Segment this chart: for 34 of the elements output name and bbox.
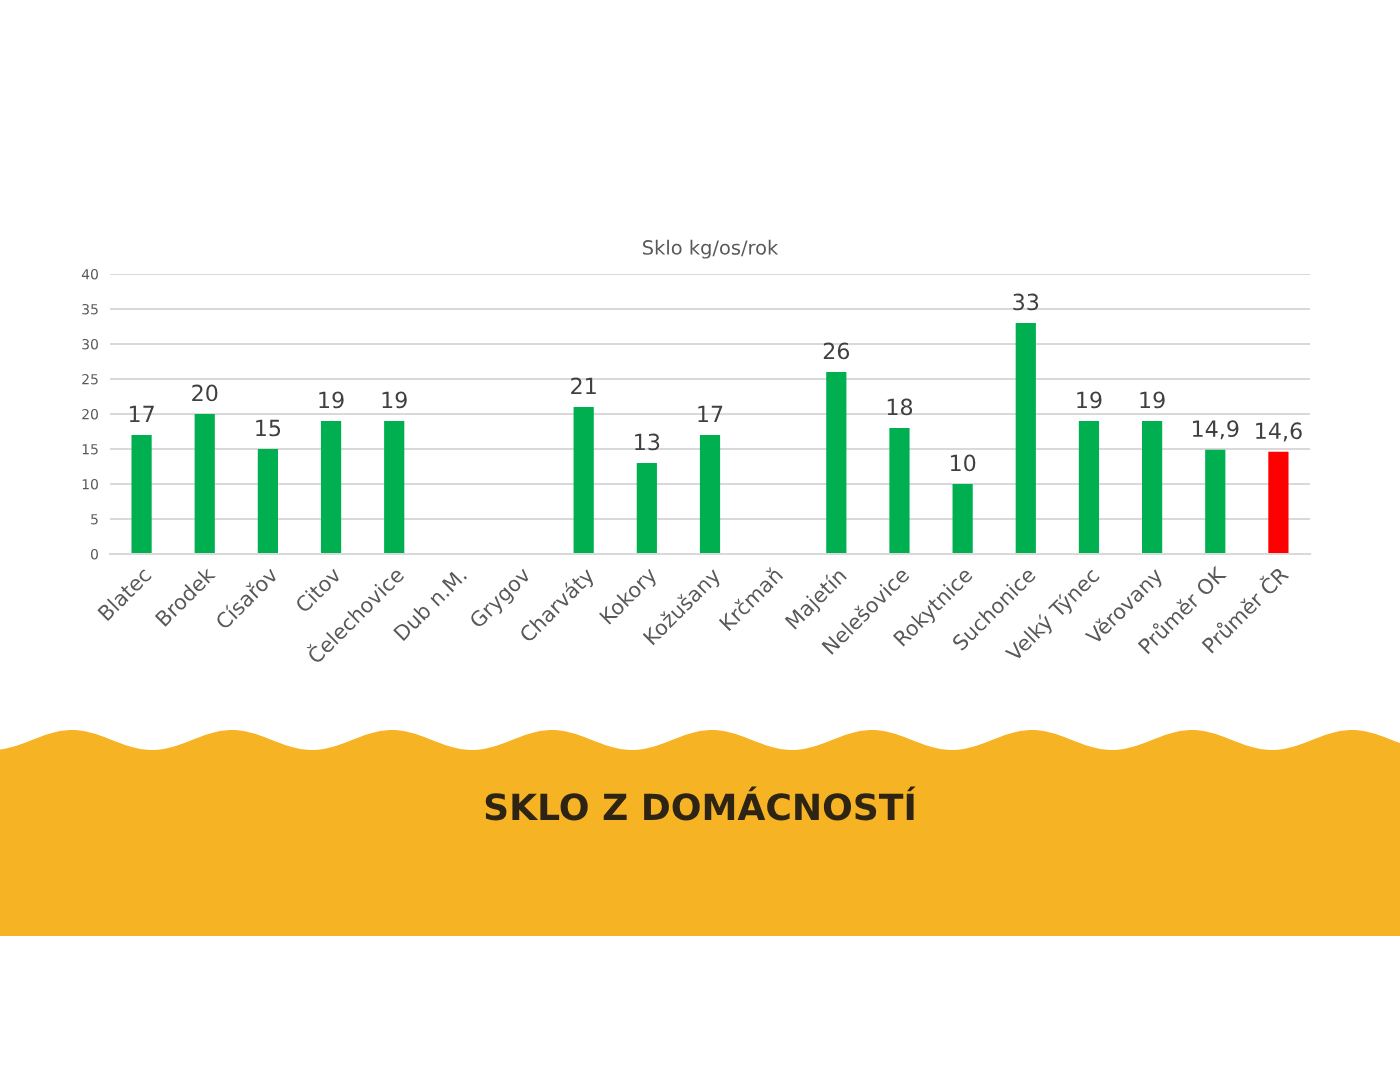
bar — [636, 463, 657, 554]
bar — [257, 449, 278, 554]
data-label: 13 — [635, 433, 660, 451]
bar — [320, 421, 342, 554]
bar — [194, 414, 215, 554]
data-label: 19 — [382, 391, 407, 409]
bar — [699, 435, 721, 554]
bar — [573, 407, 594, 554]
bar — [952, 484, 973, 554]
bar — [1015, 323, 1036, 554]
data-label: 19 — [1077, 391, 1102, 409]
bar — [1205, 449, 1226, 554]
data-label: 14,9 — [1192, 420, 1239, 440]
bar — [1142, 421, 1163, 554]
data-label: 15 — [256, 419, 281, 437]
data-label: 19 — [1140, 391, 1165, 409]
data-label: 17 — [698, 405, 723, 423]
data-label: 17 — [129, 405, 154, 423]
data-label: 19 — [319, 391, 344, 409]
bar — [826, 372, 847, 554]
bar — [889, 428, 910, 554]
data-label: 20 — [192, 384, 218, 402]
data-label: 18 — [887, 398, 913, 416]
chart-subtitle: Sklo kg/os/rok — [643, 239, 779, 259]
data-label: 21 — [571, 377, 596, 395]
data-label: 10 — [950, 454, 976, 472]
bar — [131, 435, 152, 554]
text: SKLO Z DOMÁCNOSTÍ — [485, 786, 916, 821]
bar — [1078, 421, 1100, 554]
data-label: 14,6 — [1256, 422, 1302, 442]
bar — [384, 421, 405, 554]
data-label: 33 — [1013, 293, 1039, 311]
data-label: 26 — [823, 342, 850, 360]
bar — [1268, 451, 1289, 554]
